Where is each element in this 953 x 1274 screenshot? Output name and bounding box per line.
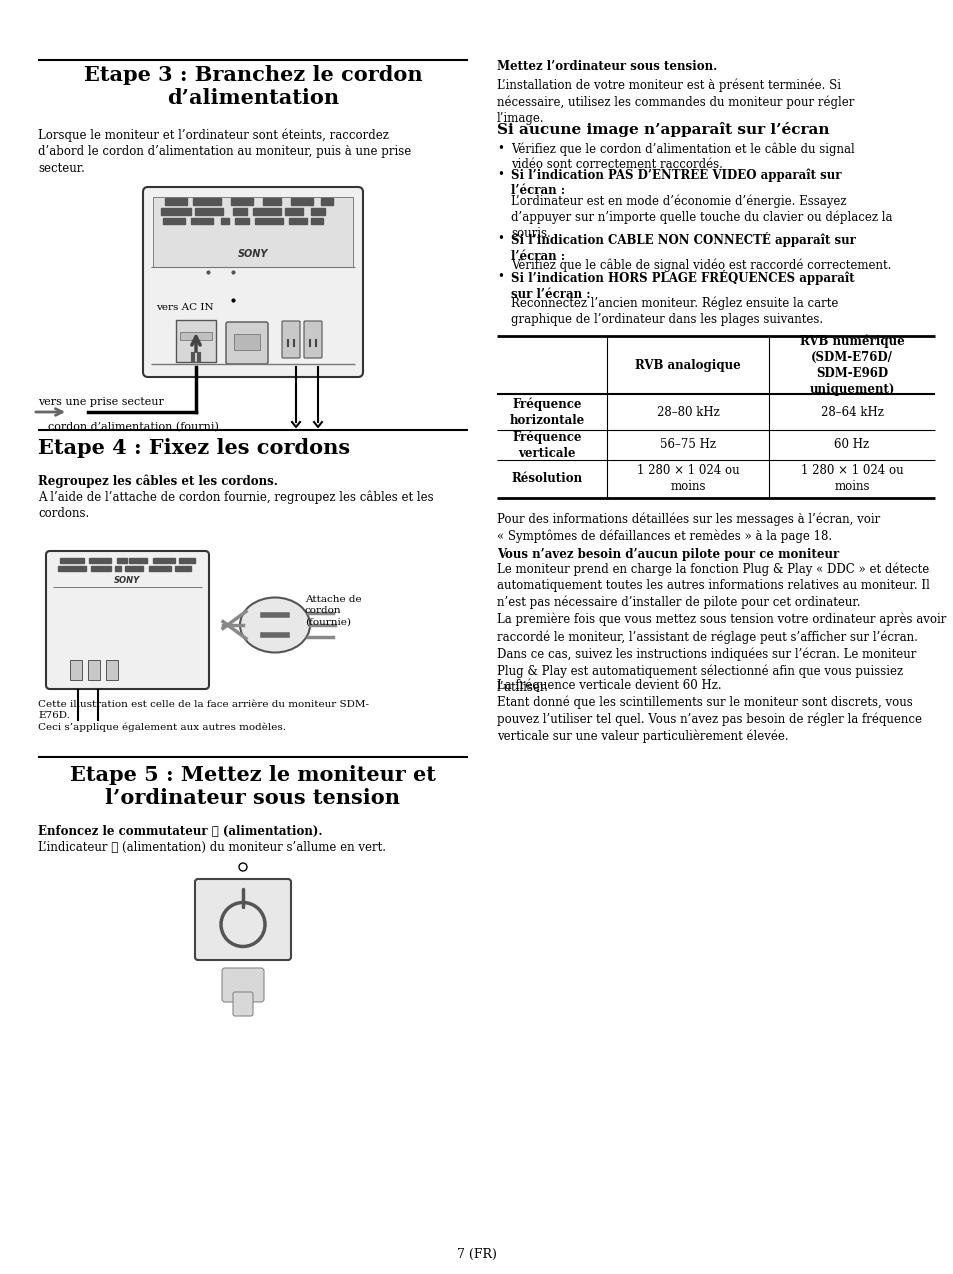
Text: vers une prise secteur: vers une prise secteur [38, 397, 164, 406]
Text: Si l’indication CABLE NON CONNECTÉ apparaît sur
l’écran :: Si l’indication CABLE NON CONNECTÉ appar… [511, 232, 855, 262]
Bar [320, 197, 333, 205]
Text: A l’aide de l’attache de cordon fournie, regroupez les câbles et les
cordons.: A l’aide de l’attache de cordon fournie,… [38, 490, 434, 520]
Text: •: • [497, 168, 503, 181]
Text: cordon d’alimentation (fourni): cordon d’alimentation (fourni) [48, 422, 218, 432]
Bar [88, 660, 100, 680]
Text: Etape 4 : Fixez les cordons: Etape 4 : Fixez les cordons [38, 438, 350, 457]
Text: Vérifiez que le câble de signal vidéo est raccordé correctement.: Vérifiez que le câble de signal vidéo es… [511, 259, 890, 271]
Bar [58, 566, 86, 571]
Text: 60 Hz: 60 Hz [834, 438, 868, 451]
FancyBboxPatch shape [233, 992, 253, 1015]
Bar [191, 218, 213, 224]
FancyBboxPatch shape [194, 879, 291, 961]
Text: 1 280 × 1 024 ou
moins: 1 280 × 1 024 ou moins [636, 465, 739, 493]
Text: Cette illustration est celle de la face arrière du moniteur SDM-
E76D.
Ceci s’ap: Cette illustration est celle de la face … [38, 699, 369, 731]
Text: Etape 3 : Branchez le cordon
d’alimentation: Etape 3 : Branchez le cordon d’alimentat… [84, 65, 422, 108]
Text: •: • [497, 141, 503, 155]
Bar [254, 218, 283, 224]
Text: L’ordinateur est en mode d’économie d’énergie. Essayez
d’appuyer sur n’importe q: L’ordinateur est en mode d’économie d’én… [511, 194, 892, 241]
FancyBboxPatch shape [282, 321, 299, 358]
Bar [174, 566, 191, 571]
Bar [179, 558, 194, 563]
Bar [234, 218, 249, 224]
Bar [165, 197, 187, 205]
Bar [161, 208, 191, 215]
Text: SONY: SONY [114, 576, 140, 585]
Text: Attache de
cordon
(fournie): Attache de cordon (fournie) [305, 595, 361, 627]
Bar [285, 208, 303, 215]
Text: Enfoncez le commutateur ⓘ (alimentation).: Enfoncez le commutateur ⓘ (alimentation)… [38, 826, 322, 838]
Bar [180, 333, 212, 340]
Text: 56–75 Hz: 56–75 Hz [659, 438, 716, 451]
Text: Vérifiez que le cordon d’alimentation et le câble du signal
vidéo sont correctem: Vérifiez que le cordon d’alimentation et… [511, 141, 854, 172]
Text: Le moniteur prend en charge la fonction Plug & Play « DDC » et détecte
automatiq: Le moniteur prend en charge la fonction … [497, 562, 945, 694]
Text: •: • [497, 270, 503, 283]
Text: 28–64 kHz: 28–64 kHz [820, 405, 882, 418]
Bar [233, 208, 247, 215]
Ellipse shape [240, 598, 310, 652]
Bar [152, 558, 174, 563]
Bar [253, 208, 281, 215]
Text: RVB analogique: RVB analogique [635, 358, 740, 372]
Bar [175, 320, 215, 362]
Bar [129, 558, 147, 563]
Bar [60, 558, 84, 563]
Bar [263, 197, 281, 205]
Text: Vous n’avez besoin d’aucun pilote pour ce moniteur: Vous n’avez besoin d’aucun pilote pour c… [497, 548, 839, 561]
Bar [291, 197, 313, 205]
Bar [89, 558, 111, 563]
Text: Si l’indication HORS PLAGE FRÉQUENCES apparaît
sur l’écran :: Si l’indication HORS PLAGE FRÉQUENCES ap… [511, 270, 854, 301]
Bar [311, 208, 325, 215]
Text: RVB numérique
(SDM-E76D/
SDM-E96D
uniquement): RVB numérique (SDM-E76D/ SDM-E96D unique… [799, 334, 903, 396]
Bar [233, 334, 260, 350]
Bar [311, 218, 323, 224]
FancyBboxPatch shape [226, 322, 268, 364]
Text: •: • [497, 232, 503, 245]
Text: SONY: SONY [237, 248, 268, 259]
Text: Mettez l’ordinateur sous tension.: Mettez l’ordinateur sous tension. [497, 60, 717, 73]
Text: Fréquence
verticale: Fréquence verticale [512, 431, 581, 460]
Text: 7 (FR): 7 (FR) [456, 1247, 497, 1260]
Bar [117, 558, 127, 563]
Bar [152, 197, 353, 268]
Text: Fréquence
horizontale: Fréquence horizontale [509, 397, 584, 427]
Bar [289, 218, 307, 224]
Bar [194, 208, 223, 215]
Bar [231, 197, 253, 205]
Text: Résolution: Résolution [511, 473, 582, 485]
FancyBboxPatch shape [304, 321, 322, 358]
Text: Reconnectez l’ancien moniteur. Réglez ensuite la carte
graphique de l’ordinateur: Reconnectez l’ancien moniteur. Réglez en… [511, 296, 838, 325]
Text: vers AC IN: vers AC IN [156, 302, 213, 312]
Text: 1 280 × 1 024 ou
moins: 1 280 × 1 024 ou moins [800, 465, 902, 493]
Text: Si l’indication PAS D’ENTREE VIDEO apparaît sur
l’écran :: Si l’indication PAS D’ENTREE VIDEO appar… [511, 168, 841, 197]
Text: Etape 5 : Mettez le moniteur et
l’ordinateur sous tension: Etape 5 : Mettez le moniteur et l’ordina… [70, 764, 436, 808]
Bar [193, 197, 221, 205]
Text: L’indicateur ⓘ (alimentation) du moniteur s’allume en vert.: L’indicateur ⓘ (alimentation) du moniteu… [38, 841, 386, 854]
Bar [106, 660, 118, 680]
Bar [221, 218, 229, 224]
Bar [163, 218, 185, 224]
Text: Lorsque le moniteur et l’ordinateur sont éteints, raccordez
d’abord le cordon d’: Lorsque le moniteur et l’ordinateur sont… [38, 127, 411, 175]
Text: Pour des informations détaillées sur les messages à l’écran, voir
« Symptômes de: Pour des informations détaillées sur les… [497, 512, 880, 543]
Bar [115, 566, 121, 571]
Text: L’installation de votre moniteur est à présent terminée. Si
nécessaire, utilisez: L’installation de votre moniteur est à p… [497, 78, 854, 125]
FancyBboxPatch shape [222, 968, 264, 1001]
Text: 28–80 kHz: 28–80 kHz [656, 405, 719, 418]
FancyBboxPatch shape [46, 550, 209, 689]
Bar [70, 660, 82, 680]
Text: Si aucune image n’apparaît sur l’écran: Si aucune image n’apparaît sur l’écran [497, 122, 828, 138]
Bar [125, 566, 143, 571]
Bar [91, 566, 111, 571]
Text: La fréquence verticale devient 60 Hz.
Etant donné que les scintillements sur le : La fréquence verticale devient 60 Hz. Et… [497, 678, 921, 743]
Bar [149, 566, 171, 571]
Text: Regroupez les câbles et les cordons.: Regroupez les câbles et les cordons. [38, 475, 277, 488]
FancyBboxPatch shape [143, 187, 363, 377]
